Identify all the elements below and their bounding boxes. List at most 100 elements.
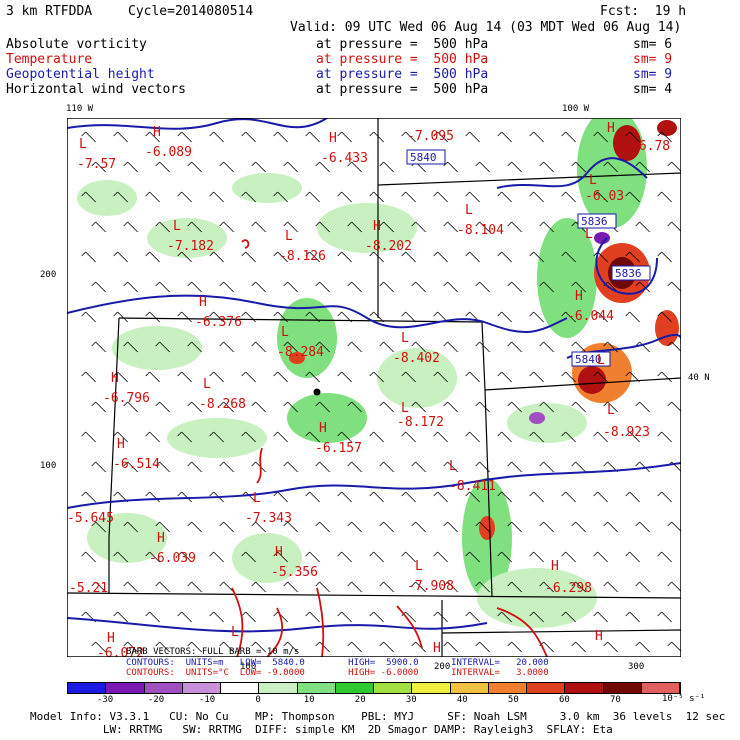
svg-text:H: H [575,289,583,304]
wind-barb [283,641,298,653]
wind-barb [273,191,288,203]
wind-barb [123,161,138,173]
wind-barb [177,491,192,503]
wind-barb [305,251,320,263]
colorbar-segment [297,683,336,693]
wind-barb [315,581,330,593]
svg-text:L: L [281,325,289,340]
wind-barb [465,431,480,443]
svg-text:L: L [253,491,261,506]
wind-barb [561,551,576,563]
wind-barb [411,461,426,473]
wind-barb [177,191,192,203]
svg-text:-6.089: -6.089 [145,145,192,160]
wind-barb [443,401,458,413]
wind-barb [305,131,320,143]
wind-barb [283,521,298,533]
wind-barb [433,131,448,143]
wind-barb [497,191,512,203]
svg-text:H: H [607,121,615,136]
grid-label-300-bottom: 300 [628,662,645,672]
wind-barb [443,641,458,653]
wind-barb [571,281,586,293]
wind-barb [81,191,96,203]
svg-text:H: H [551,559,559,574]
wind-barb [443,221,458,233]
wind-barb [401,251,416,263]
colorbar-segment [603,683,642,693]
wind-barb [507,641,522,653]
wind-barb [657,551,672,563]
wind-barb [539,221,554,233]
colorbar-segment [221,683,260,693]
wind-barb [433,371,448,383]
wind-barb [443,521,458,533]
wind-barb [561,191,576,203]
colorbar-tick-label: -20 [147,695,165,705]
wind-barb [497,551,512,563]
wind-barb [433,491,448,503]
wind-barb [273,551,288,563]
svg-text:-6.039: -6.039 [149,551,196,566]
wind-barb [475,161,490,173]
wind-barb [539,281,554,293]
wind-barb [507,221,522,233]
wind-barb [241,431,256,443]
svg-text:-7.182: -7.182 [167,239,214,254]
wind-barb [379,641,394,653]
wind-barb [91,341,106,353]
wind-barb [251,281,266,293]
wind-barb [593,611,608,623]
wind-barb [401,491,416,503]
colorbar-tick-label: 30 [405,695,417,705]
wind-barb [209,131,224,143]
wind-barb [91,521,106,533]
wind-barb [81,251,96,263]
wind-barb [81,551,96,563]
svg-text:-8.284: -8.284 [277,345,324,360]
wind-barb [475,401,490,413]
svg-text:-8.402: -8.402 [393,351,440,366]
wind-barb [347,461,362,473]
wind-barb [625,611,640,623]
wind-barb [379,461,394,473]
colorbar-segment [450,683,489,693]
wind-barb [187,641,202,653]
wind-barb [593,551,608,563]
wind-barb [497,491,512,503]
wind-barb [155,161,170,173]
wind-barb [667,521,681,532]
wind-barb [113,131,128,143]
wind-barb [635,281,650,293]
wind-barb [315,221,330,233]
wind-barb [337,251,352,263]
wind-barb [145,491,160,503]
wind-barb [465,491,480,503]
svg-text:L: L [465,203,473,218]
wind-barb [497,131,512,143]
wind-barb [155,461,170,473]
svg-text:-8.923: -8.923 [603,425,650,440]
wind-barb [187,281,202,293]
wind-barb [305,551,320,563]
wind-barb [283,581,298,593]
wind-barb [219,521,234,533]
wind-barb [337,491,352,503]
wind-barb [379,341,394,353]
wind-barb [315,341,330,353]
wind-barb [177,251,192,263]
field-sm-height: sm= 9 [633,67,673,82]
wind-barb [273,431,288,443]
wind-barb [305,371,320,383]
wind-barb [657,311,672,323]
wind-barb [593,431,608,443]
wind-barb [283,161,298,173]
wind-barb [177,551,192,563]
wind-barb [305,431,320,443]
wind-barb [145,431,160,443]
wind-barb [347,581,362,593]
wind-barb [571,521,586,533]
wind-barb [155,221,170,233]
svg-text:L: L [401,401,409,416]
field-level-wind: at pressure = 500 hPa [316,82,489,97]
